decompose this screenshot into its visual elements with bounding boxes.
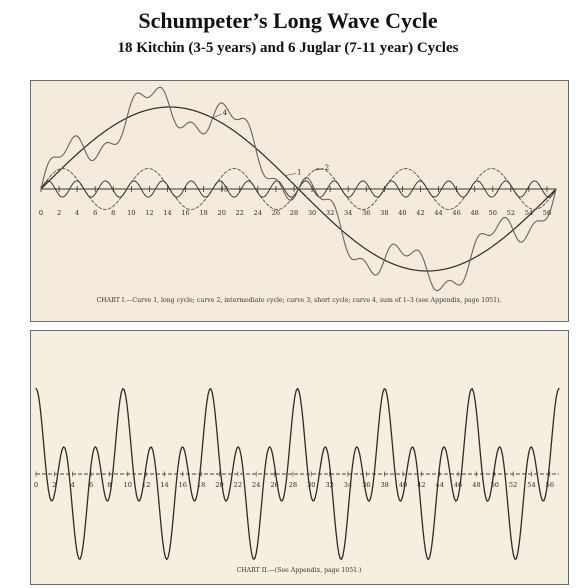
chart-2-x-tick-label: 6: [89, 481, 93, 489]
chart-2-x-tick-label: 34: [344, 481, 352, 489]
chart-1-x-tick-label: 38: [380, 209, 388, 217]
chart-2-panel: 0 2 4 6 8 10 12 14 16 18 20 22 24 26 28 30 32 34 36 38 40 42 4…: [30, 330, 569, 585]
chart-1-x-tick-label: 42: [416, 209, 424, 217]
chart-1-x-tick-label: 40: [398, 209, 406, 217]
chart-1-x-tick-label: 44: [434, 209, 442, 217]
chart-1-x-tick-label: 34: [344, 209, 352, 217]
chart-2-x-tick-label: 48: [472, 481, 480, 489]
chart-1-x-tick-label: 20: [218, 209, 226, 217]
chart-1-x-tick-label: 24: [254, 209, 262, 217]
chart-2-x-tick-label: 56: [546, 481, 554, 489]
chart-2-x-tick-label: 26: [270, 481, 278, 489]
chart-2-x-tick-label: 32: [325, 481, 333, 489]
chart-1-curve-3-label: 3: [224, 185, 228, 193]
chart-1: 0 2 4 6 8 10 12 14 16 18 20 22 24 26 28 30 32 34 36 38 40 42 4…: [39, 86, 557, 304]
chart-1-x-tick-label: 10: [127, 209, 135, 217]
chart-1-curve-1-label: 1: [297, 169, 301, 177]
chart-2-x-tick-label: 10: [124, 481, 132, 489]
page-subtitle: 18 Kitchin (3-5 years) and 6 Juglar (7-1…: [117, 40, 459, 56]
chart-1-x-tick-label: 46: [452, 209, 460, 217]
chart-1-x-tick-label: 36: [362, 209, 370, 217]
chart-2-x-tick-label: 52: [509, 481, 517, 489]
chart-1-x-tick-label: 6: [93, 209, 97, 217]
chart-2-x-tick-label: 30: [307, 481, 315, 489]
chart-2-x-tick-label: 8: [107, 481, 111, 489]
chart-1-panel: 0 2 4 6 8 10 12 14 16 18 20 22 24 26 28 30 32 34 36 38 40 42 4…: [30, 80, 569, 322]
chart-1-x-tick-label: 14: [163, 209, 171, 217]
chart-1-x-tick-label: 2: [57, 209, 61, 217]
chart-2-x-tick-label: 22: [234, 481, 242, 489]
chart-2-curve: [35, 387, 560, 561]
chart-1-caption: CHART I.—Curve 1, long cycle; curve 2, i…: [97, 297, 502, 304]
chart-2-x-tick-label: 46: [454, 481, 462, 489]
chart-2-caption: CHART II.—(See Appendix, page 1051.): [237, 567, 362, 574]
chart-1-curve-4: [40, 86, 557, 292]
chart-1-x-tick-label: 0: [39, 209, 43, 217]
chart-1-curve-4-label: 4: [223, 109, 228, 117]
chart-2-x-tick-label: 28: [289, 481, 297, 489]
chart-1-curve-2-leader: [314, 168, 324, 171]
chart-1-x-tick-label: 18: [199, 209, 207, 217]
chart-2-x-tick-label: 38: [380, 481, 388, 489]
chart-2-x-tick-label: 2: [52, 481, 56, 489]
chart-1-x-tick-label: 8: [111, 209, 115, 217]
chart-1-x-tick-label: 12: [145, 209, 153, 217]
chart-1-x-tick-label: 26: [272, 209, 280, 217]
chart-2-x-tick-label: 36: [362, 481, 370, 489]
chart-2-x-tick-label: 0: [34, 481, 38, 489]
chart-1-x-tick-label: 22: [236, 209, 244, 217]
chart-1-x-tick-label: 48: [470, 209, 478, 217]
chart-1-curve-4-leader: [212, 113, 222, 119]
chart-1-x-tick-label: 50: [489, 209, 497, 217]
chart-1-x-tick-label: 54: [525, 209, 533, 217]
chart-2-x-tick-label: 20: [215, 481, 223, 489]
chart-1-curve-2-label: 2: [325, 164, 329, 172]
chart-2-x-tick-label: 16: [179, 481, 187, 489]
chart-1-x-tick-label: 4: [75, 209, 79, 217]
chart-2-x-tick-label: 12: [142, 481, 150, 489]
chart-2-x-tick-label: 44: [436, 481, 444, 489]
chart-2-x-tick-label: 14: [160, 481, 168, 489]
page-title: Schumpeter’s Long Wave Cycle: [138, 8, 438, 33]
chart-1-curve-3-leader: [221, 181, 223, 191]
chart-2-x-tick-label: 50: [491, 481, 499, 489]
chart-1-x-tick-label: 56: [543, 209, 551, 217]
chart-1-x-tick-label: 30: [308, 209, 316, 217]
header: Schumpeter’s Long Wave Cycle 18 Kitchin …: [0, 0, 576, 72]
chart-2-x-tick-label: 24: [252, 481, 260, 489]
chart-1-x-tick-label: 32: [326, 209, 334, 217]
chart-2: 0 2 4 6 8 10 12 14 16 18 20 22 24 26 28 30 32 34 36 38 40 42 4…: [34, 387, 560, 574]
chart-2-x-tick-label: 4: [71, 481, 75, 489]
chart-2-x-tick-label: 54: [527, 481, 535, 489]
chart-1-curve-1-leader: [284, 173, 297, 176]
chart-2-x-tick-label: 40: [399, 481, 407, 489]
chart-1-x-tick-label: 28: [290, 209, 298, 217]
chart-2-x-tick-label: 42: [417, 481, 425, 489]
chart-1-x-tick-label: 16: [181, 209, 189, 217]
chart-2-x-tick-label: 18: [197, 481, 205, 489]
chart-1-x-tick-label: 52: [507, 209, 515, 217]
